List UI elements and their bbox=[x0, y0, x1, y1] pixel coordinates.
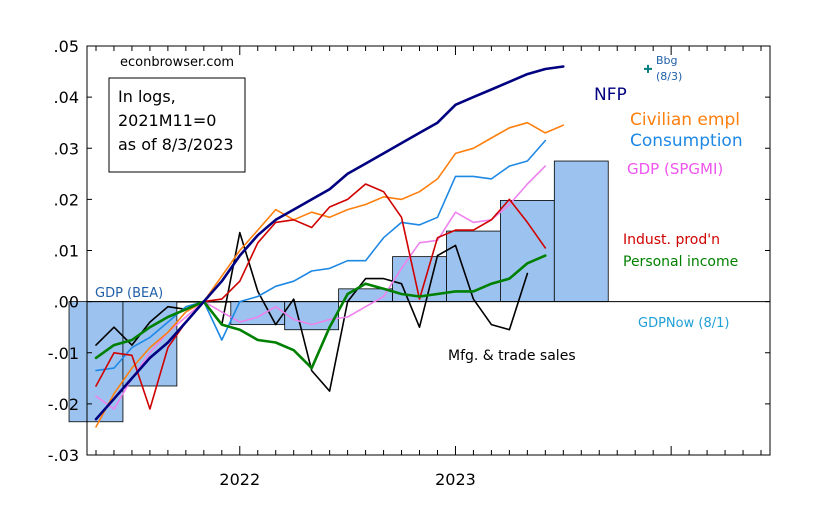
gdp-bea-bar-2023Q2 bbox=[499, 199, 555, 303]
cons-label: Consumption bbox=[630, 131, 743, 151]
y-tick-label-3: .02 bbox=[54, 190, 79, 209]
y-tick-label-6: -.01 bbox=[48, 344, 79, 363]
source-label: econbrowser.com bbox=[120, 55, 234, 70]
pi-label: Personal income bbox=[623, 254, 738, 270]
gdp-bea-bars bbox=[68, 160, 609, 423]
bbg-date-label: (8/3) bbox=[656, 70, 682, 83]
y-tick-label-7: -.02 bbox=[48, 395, 79, 414]
y-tick-label-0: .05 bbox=[54, 37, 79, 56]
note-line-2: 2021M11=0 bbox=[118, 111, 216, 130]
y-tick-label-1: .04 bbox=[54, 88, 79, 107]
note-line-3: as of 8/3/2023 bbox=[118, 135, 234, 154]
gdp-bea-label: GDP (BEA) bbox=[95, 286, 163, 301]
series-line-civ bbox=[95, 121, 565, 428]
nfp-label: NFP bbox=[594, 85, 627, 105]
note-line-1: In logs, bbox=[118, 87, 176, 106]
series-line-pi bbox=[94, 254, 547, 370]
gdp-bea-bar-2021Q2 bbox=[68, 301, 124, 423]
x-tick-label-1: 2023 bbox=[435, 470, 476, 489]
mfg-label: Mfg. & trade sales bbox=[448, 348, 576, 364]
y-tick-label-4: .01 bbox=[54, 242, 79, 261]
ip-label: Indust. prod'n bbox=[623, 232, 720, 248]
x-axis: 2022 2023 bbox=[95, 46, 762, 489]
bbg-label: Bbg bbox=[656, 54, 678, 67]
series-line-nfp bbox=[94, 65, 565, 421]
civ-label: Civilian empl bbox=[630, 110, 740, 130]
y-axis: .05 .04 .03 .02 .01 .00 -.01 -.02 -.03 bbox=[48, 37, 770, 465]
series-line-mfg bbox=[95, 231, 529, 392]
y-tick-label-5: .00 bbox=[54, 293, 79, 312]
y-tick-label-8: -.03 bbox=[48, 446, 79, 465]
x-tick-label-0: 2022 bbox=[219, 470, 260, 489]
gdpnow-label: GDPNow (8/1) bbox=[638, 316, 729, 331]
bbg-marker bbox=[644, 64, 652, 73]
gdp-bea-bar-2023Q1 bbox=[446, 230, 501, 303]
series-lines bbox=[94, 65, 565, 428]
y-tick-label-2: .03 bbox=[54, 139, 79, 158]
gdpnow-bar-2023Q3 bbox=[553, 160, 609, 303]
series-line-cons bbox=[95, 139, 547, 372]
series-line-ip bbox=[95, 183, 547, 410]
gdp-spgmi-label: GDP (SPGMI) bbox=[627, 160, 723, 178]
note-box: In logs, 2021M11=0 as of 8/3/2023 bbox=[108, 77, 246, 173]
